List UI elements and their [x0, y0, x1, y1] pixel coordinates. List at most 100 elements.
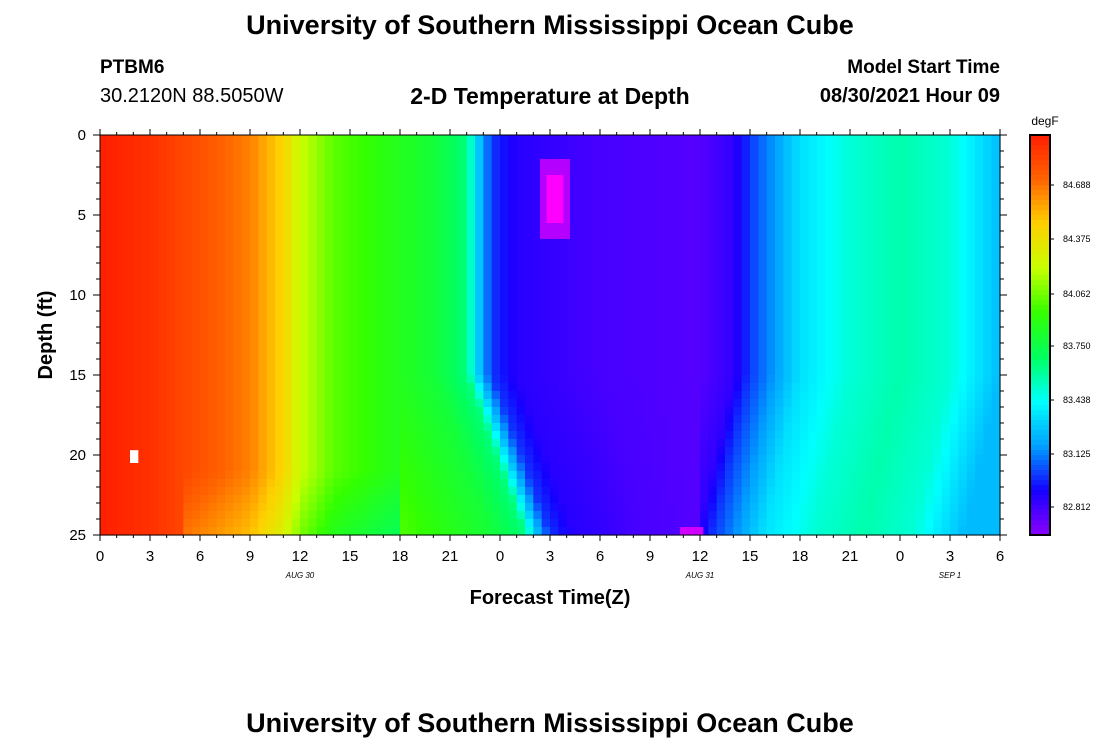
heatmap-cell	[166, 159, 176, 168]
heatmap-cell	[450, 447, 459, 456]
heatmap-cell	[808, 367, 818, 376]
heatmap-cell	[708, 415, 718, 424]
heatmap-cell	[883, 175, 893, 184]
heatmap-cell	[608, 415, 618, 424]
heatmap-cell	[241, 423, 251, 432]
heatmap-cell	[741, 247, 751, 256]
heatmap-cell	[475, 215, 484, 224]
heatmap-cell	[833, 487, 843, 496]
heatmap-cell	[783, 383, 793, 392]
heatmap-cell	[558, 375, 568, 384]
heatmap-cell	[183, 407, 193, 416]
heatmap-cell	[100, 447, 109, 456]
heatmap-cell	[950, 287, 959, 296]
heatmap-cell	[108, 487, 118, 496]
heatmap-cell	[325, 263, 334, 272]
heatmap-cell	[525, 303, 534, 312]
heatmap-cell	[616, 159, 626, 168]
heatmap-cell	[225, 319, 234, 328]
heatmap-cell	[941, 359, 951, 368]
heatmap-cell	[466, 175, 476, 184]
heatmap-cell	[316, 223, 326, 232]
heatmap-cell	[541, 263, 551, 272]
heatmap-cell	[441, 167, 451, 176]
heatmap-cell	[241, 287, 251, 296]
heatmap-cell	[141, 175, 151, 184]
heatmap-cell	[591, 327, 601, 336]
heatmap-cell	[858, 207, 868, 216]
heatmap-cell	[683, 239, 693, 248]
heatmap-cell	[883, 415, 893, 424]
heatmap-cell	[283, 447, 293, 456]
heatmap-cell	[658, 215, 668, 224]
heatmap-cell	[791, 247, 801, 256]
heatmap-cell	[691, 135, 701, 144]
heatmap-cell	[183, 175, 193, 184]
heatmap-cell	[141, 343, 151, 352]
heatmap-cell	[866, 319, 876, 328]
heatmap-cell	[291, 479, 301, 488]
heatmap-cell	[141, 319, 151, 328]
heatmap-cell	[783, 367, 793, 376]
heatmap-cell	[441, 231, 451, 240]
heatmap-cell	[350, 311, 359, 320]
heatmap-cell	[500, 311, 509, 320]
heatmap-cell	[116, 295, 126, 304]
heatmap-cell	[225, 255, 234, 264]
heatmap-cell	[108, 479, 118, 488]
heatmap-cell	[125, 383, 134, 392]
heatmap-cell	[650, 303, 659, 312]
heatmap-cell	[958, 191, 968, 200]
heatmap-cell	[150, 287, 159, 296]
heatmap-cell	[741, 471, 751, 480]
heatmap-cell	[941, 311, 951, 320]
heatmap-cell	[750, 463, 759, 472]
heatmap-cell	[450, 343, 459, 352]
heatmap-cell	[433, 463, 443, 472]
heatmap-cell	[916, 343, 926, 352]
heatmap-cell	[775, 199, 784, 208]
heatmap-cell	[725, 263, 734, 272]
heatmap-cell	[933, 367, 943, 376]
heatmap-cell	[941, 303, 951, 312]
heatmap-cell	[116, 335, 126, 344]
heatmap-cell	[183, 143, 193, 152]
heatmap-cell	[608, 447, 618, 456]
heatmap-cell	[241, 335, 251, 344]
heatmap-cell	[891, 183, 901, 192]
heatmap-cell	[233, 439, 243, 448]
heatmap-cell	[366, 159, 376, 168]
heatmap-cell	[733, 399, 743, 408]
heatmap-cell	[750, 135, 759, 144]
heatmap-cell	[591, 143, 601, 152]
heatmap-cell	[216, 159, 226, 168]
heatmap-cell	[858, 359, 868, 368]
heatmap-cell	[166, 191, 176, 200]
heatmap-cell	[591, 391, 601, 400]
heatmap-cell	[100, 319, 109, 328]
heatmap-cell	[475, 135, 484, 144]
heatmap-cell	[933, 407, 943, 416]
heatmap-cell	[433, 167, 443, 176]
heatmap-cell	[733, 231, 743, 240]
heatmap-cell	[691, 351, 701, 360]
heatmap-cell	[500, 431, 509, 440]
heatmap-cell	[658, 175, 668, 184]
heatmap-cell	[808, 247, 818, 256]
heatmap-cell	[366, 463, 376, 472]
heatmap-cell	[783, 415, 793, 424]
heatmap-cell	[175, 399, 184, 408]
heatmap-cell	[675, 223, 684, 232]
heatmap-cell	[550, 239, 559, 248]
heatmap-cell	[475, 487, 484, 496]
heatmap-cell	[733, 191, 743, 200]
heatmap-cell	[441, 351, 451, 360]
heatmap-cell	[525, 487, 534, 496]
heatmap-cell	[766, 487, 776, 496]
heatmap-cell	[500, 255, 509, 264]
heatmap-cell	[433, 175, 443, 184]
heatmap-cell	[925, 167, 934, 176]
heatmap-cell	[458, 335, 468, 344]
heatmap-cell	[891, 151, 901, 160]
heatmap-cell	[983, 231, 993, 240]
